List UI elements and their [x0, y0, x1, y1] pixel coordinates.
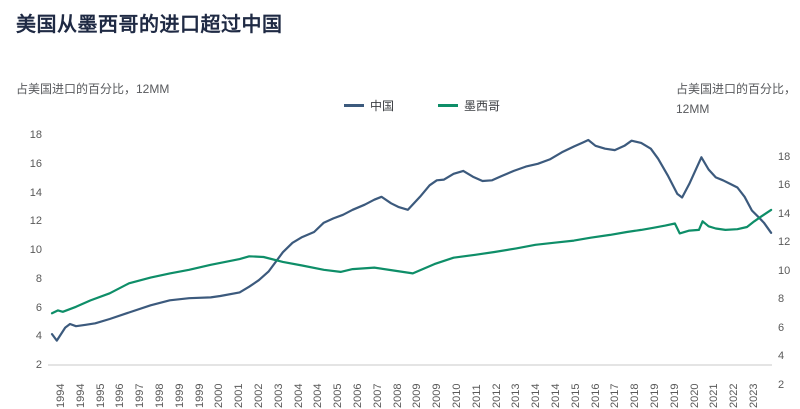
y-axis-tick-left: 18 [29, 129, 42, 141]
y-axis-tick-left: 2 [35, 359, 42, 371]
y-axis-tick-right: 12 [778, 236, 791, 248]
y-axis-tick-right: 4 [778, 350, 785, 362]
y-axis-tick-left: 10 [29, 244, 42, 256]
legend-item-mexico: 墨西哥 [438, 97, 500, 114]
legend-label-china: 中国 [370, 99, 395, 113]
right-axis-caption-line1: 占美国进口的百分比， [676, 82, 797, 96]
y-axis-tick-left: 8 [35, 272, 42, 285]
y-axis-tick-right: 18 [778, 150, 791, 163]
y-axis-tick-right: 8 [778, 293, 785, 305]
right-axis-caption-line2: 12MM [676, 102, 710, 116]
chart-title: 美国从墨西哥的进口超过中国 [16, 14, 283, 36]
left-axis-caption: 占美国进口的百分比，12MM [16, 82, 170, 96]
y-axis-tick-left: 6 [35, 301, 42, 314]
china-line-swatch [344, 104, 364, 107]
y-axis-tick-right: 10 [778, 264, 791, 277]
legend-label-mexico: 墨西哥 [464, 99, 501, 113]
y-axis-tick-right: 6 [778, 321, 785, 334]
mexico-line [50, 208, 773, 315]
mexico-line-swatch [438, 104, 459, 107]
y-axis-tick-right: 14 [778, 207, 791, 220]
y-axis-tick-right: 2 [778, 378, 785, 391]
y-axis-tick-left: 14 [29, 186, 42, 199]
legend: 中国 墨西哥 [344, 97, 500, 114]
y-axis-tick-left: 12 [29, 215, 42, 228]
y-axis-tick-left: 16 [29, 157, 42, 170]
legend-item-china: 中国 [344, 97, 394, 114]
china-line [50, 138, 773, 342]
y-axis-tick-left: 4 [35, 330, 42, 343]
y-axis-tick-right: 16 [778, 179, 791, 191]
